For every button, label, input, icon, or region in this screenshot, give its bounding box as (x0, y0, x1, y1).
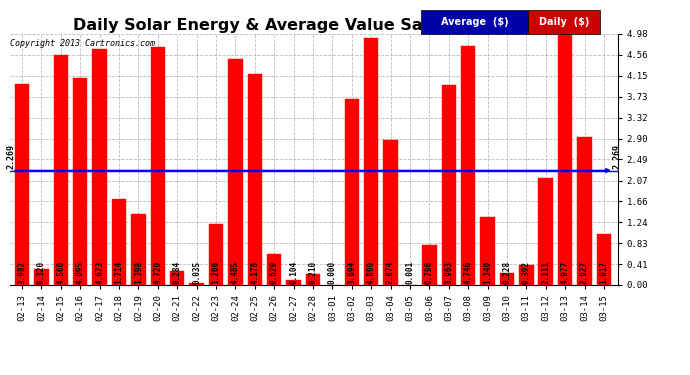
Bar (248, 74, 262, 285)
Bar (92, 49, 107, 285)
Text: 4.095: 4.095 (76, 261, 85, 285)
Bar (306, 274, 320, 285)
Bar (578, 137, 592, 285)
Text: 0.104: 0.104 (289, 261, 298, 285)
Bar (461, 45, 475, 285)
Bar (519, 265, 533, 285)
Text: Average  ($): Average ($) (440, 17, 509, 27)
Bar (54, 55, 68, 285)
Text: 1.340: 1.340 (483, 261, 492, 285)
Bar (422, 245, 437, 285)
Bar (500, 273, 514, 285)
Text: 4.178: 4.178 (250, 261, 259, 285)
Bar (208, 224, 224, 285)
Text: 2.111: 2.111 (541, 261, 550, 285)
Bar (597, 234, 611, 285)
Text: 0.210: 0.210 (308, 261, 317, 285)
Text: 4.890: 4.890 (366, 261, 375, 285)
Bar (189, 283, 204, 285)
Text: 3.963: 3.963 (444, 261, 453, 285)
Text: 3.694: 3.694 (347, 261, 356, 285)
Text: 0.320: 0.320 (37, 261, 46, 285)
Bar (442, 85, 456, 285)
Bar (286, 280, 301, 285)
Text: 1.714: 1.714 (115, 261, 124, 285)
Bar (73, 78, 88, 285)
Text: 0.284: 0.284 (172, 261, 181, 285)
Text: 0.796: 0.796 (425, 261, 434, 285)
Bar (538, 178, 553, 285)
Text: 4.485: 4.485 (231, 261, 240, 285)
Text: 0.035: 0.035 (192, 261, 201, 285)
Bar (267, 254, 282, 285)
Text: Copyright 2013 Cartronics.com: Copyright 2013 Cartronics.com (10, 39, 155, 48)
Bar (384, 140, 398, 285)
Text: 0.620: 0.620 (270, 261, 279, 285)
Bar (228, 59, 243, 285)
Text: 2.269: 2.269 (7, 144, 16, 169)
Text: 4.977: 4.977 (561, 261, 570, 285)
Text: 2.927: 2.927 (580, 261, 589, 285)
Bar (364, 38, 378, 285)
Text: 4.720: 4.720 (153, 261, 162, 285)
Bar (344, 99, 359, 285)
Text: 3.982: 3.982 (17, 261, 26, 285)
Bar (34, 269, 49, 285)
Text: 1.017: 1.017 (600, 261, 609, 285)
Text: Daily  ($): Daily ($) (539, 17, 589, 27)
Text: 0.000: 0.000 (328, 261, 337, 285)
Text: 4.673: 4.673 (95, 261, 104, 285)
Text: 0.001: 0.001 (406, 261, 415, 285)
Bar (170, 271, 184, 285)
Bar (131, 214, 146, 285)
Text: 0.392: 0.392 (522, 261, 531, 285)
Bar (558, 34, 573, 285)
Text: 4.560: 4.560 (57, 261, 66, 285)
Text: 4.746: 4.746 (464, 261, 473, 285)
Text: 2.269: 2.269 (612, 144, 621, 169)
Text: 2.874: 2.874 (386, 261, 395, 285)
Bar (14, 84, 29, 285)
Text: 1.398: 1.398 (134, 261, 143, 285)
Text: 0.228: 0.228 (502, 261, 511, 285)
Text: 1.206: 1.206 (211, 261, 221, 285)
Bar (480, 217, 495, 285)
Bar (112, 198, 126, 285)
Bar (150, 47, 165, 285)
Title: Daily Solar Energy & Average Value Sat Mar 16 07:36: Daily Solar Energy & Average Value Sat M… (73, 18, 555, 33)
